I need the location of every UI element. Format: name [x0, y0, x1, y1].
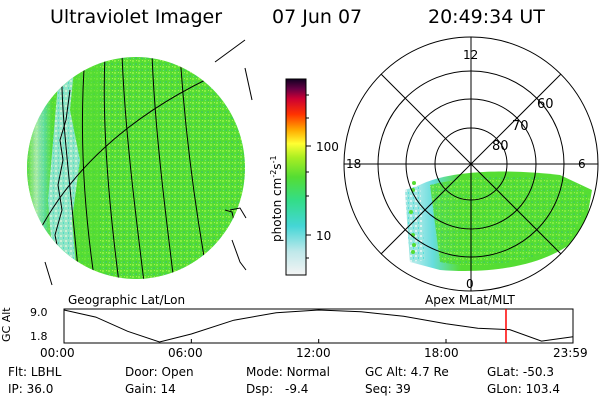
mlt-label-6: 6: [578, 157, 586, 171]
gain-field: Gain: 14: [125, 382, 176, 396]
mlt-label-18: 18: [346, 157, 362, 171]
lat-label-60: 60: [537, 97, 554, 112]
lat-label-80: 80: [492, 139, 509, 154]
colorbar-tick-10: 10: [316, 229, 332, 243]
geographic-image: [27, 57, 245, 279]
altitude-xtick-1800: 18:00: [424, 346, 459, 360]
dsp-field: Dsp: -9.4: [246, 382, 309, 396]
lat-label-70: 70: [512, 119, 529, 134]
ip-field: IP: 36.0: [8, 382, 54, 396]
altitude-ytick-bottom: 1.8: [30, 330, 48, 343]
seq-field: Seq: 39: [365, 382, 411, 396]
altitude-series-line: [63, 309, 574, 343]
altitude-ytick-top: 9.0: [30, 306, 48, 319]
door-field: Door: Open: [125, 365, 194, 379]
flt-field: Flt: LBHL: [8, 365, 62, 379]
polar-image: [405, 171, 592, 272]
altitude-xtick-0600: 06:00: [168, 346, 203, 360]
altitude-xtick-1200: 12:00: [296, 346, 331, 360]
polar-grid: [343, 36, 599, 292]
mode-field: Mode: Normal: [246, 365, 330, 379]
colorbar: [286, 79, 306, 275]
apex-label: Apex MLat/MLT: [425, 293, 515, 307]
glat-field: GLat: -50.3: [487, 365, 554, 379]
geographic-label: Geographic Lat/Lon: [68, 293, 186, 307]
altitude-xtick-0000: 00:00: [40, 346, 75, 360]
date-label: 07 Jun 07: [272, 6, 363, 28]
altitude-ylabel: GC Alt: [0, 307, 13, 342]
colorbar-tick-100: 100: [316, 140, 339, 154]
gc-alt-field: GC Alt: 4.7 Re: [365, 365, 449, 379]
altitude-plot-frame: [63, 308, 574, 344]
altitude-xtick-2359: 23:59: [553, 346, 588, 360]
mlt-label-12: 12: [463, 48, 479, 62]
glon-field: GLon: 103.4: [487, 382, 560, 396]
instrument-title: Ultraviolet Imager: [50, 6, 223, 28]
colorbar-unit-label: photon cm-2s-1: [269, 155, 284, 242]
time-label: 20:49:34 UT: [428, 6, 545, 28]
mlt-label-0: 0: [466, 277, 474, 291]
